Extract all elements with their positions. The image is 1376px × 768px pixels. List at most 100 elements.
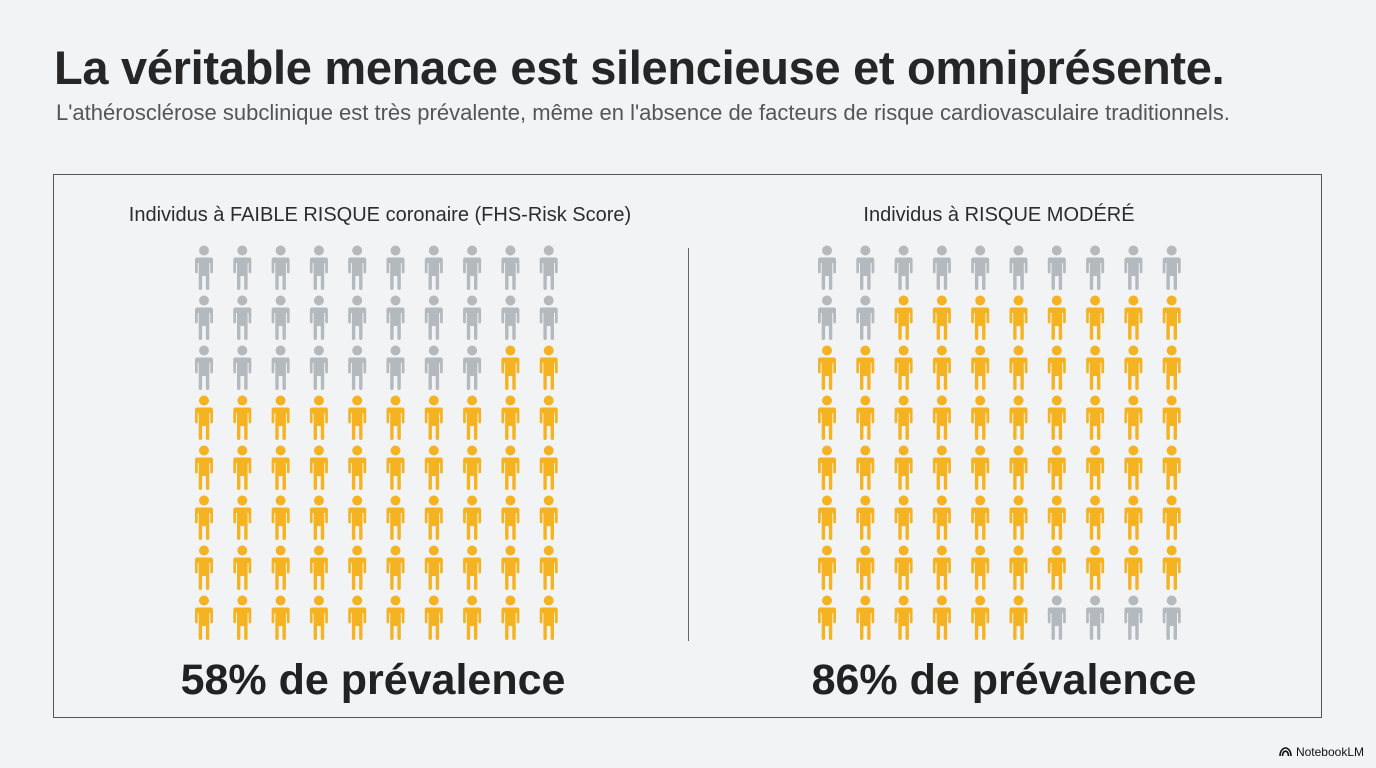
- person-icon-affected: [856, 545, 875, 590]
- person-icon-affected: [971, 345, 990, 390]
- person-icon-affected: [894, 545, 913, 590]
- person-icon-affected: [501, 345, 520, 390]
- person-icon-affected: [348, 395, 367, 440]
- person-icon-unaffected: [1124, 245, 1143, 290]
- person-icon-affected: [932, 445, 951, 490]
- person-icon-unaffected: [386, 245, 405, 290]
- person-icon-unaffected: [463, 245, 482, 290]
- person-icon-affected: [856, 495, 875, 540]
- person-icon-unaffected: [1086, 595, 1105, 640]
- person-icon-affected: [271, 495, 290, 540]
- person-icon-unaffected: [1162, 245, 1181, 290]
- person-icon-affected: [1124, 345, 1143, 390]
- person-icon-affected: [386, 395, 405, 440]
- person-icon-unaffected: [233, 295, 252, 340]
- person-icon-unaffected: [818, 295, 836, 340]
- person-icon-affected: [1009, 445, 1028, 490]
- person-icon-unaffected: [463, 295, 482, 340]
- person-icon-affected: [424, 395, 443, 440]
- person-icon-affected: [932, 545, 951, 590]
- person-icon-affected: [386, 595, 405, 640]
- person-icon-affected: [818, 395, 836, 440]
- person-icon-affected: [1009, 545, 1028, 590]
- person-icon-unaffected: [424, 345, 443, 390]
- person-icon-unaffected: [309, 295, 328, 340]
- person-icon-affected: [1086, 395, 1105, 440]
- person-icon-unaffected: [501, 245, 520, 290]
- person-icon-affected: [271, 545, 290, 590]
- person-icon-affected: [539, 395, 558, 440]
- person-icon-affected: [856, 395, 875, 440]
- person-icon-unaffected: [309, 245, 328, 290]
- person-icon-affected: [1047, 395, 1066, 440]
- person-icon-affected: [501, 395, 520, 440]
- person-icon-affected: [348, 445, 367, 490]
- person-icon-affected: [894, 595, 913, 640]
- person-icon-affected: [1162, 345, 1181, 390]
- person-icon-unaffected: [424, 295, 443, 340]
- person-icon-unaffected: [1047, 595, 1066, 640]
- moderate-risk-chart-label: Individus à RISQUE MODÉRÉ: [863, 204, 1135, 226]
- person-icon-affected: [1124, 295, 1143, 340]
- moderate-risk-prevalence: 86% de prévalence: [811, 656, 1197, 704]
- low-risk-pictogram: [195, 245, 558, 640]
- person-icon-affected: [1086, 345, 1105, 390]
- person-icon-affected: [424, 445, 443, 490]
- person-icon-affected: [856, 595, 875, 640]
- person-icon-affected: [386, 445, 405, 490]
- person-icon-affected: [894, 445, 913, 490]
- person-icon-affected: [818, 545, 836, 590]
- person-icon-affected: [195, 545, 213, 590]
- person-icon-unaffected: [424, 245, 443, 290]
- person-icon-unaffected: [856, 295, 875, 340]
- person-icon-unaffected: [463, 345, 482, 390]
- person-icon-affected: [1086, 295, 1105, 340]
- person-icon-unaffected: [233, 245, 252, 290]
- person-icon-affected: [195, 595, 213, 640]
- person-icon-affected: [424, 595, 443, 640]
- person-icon-affected: [1162, 295, 1181, 340]
- person-icon-affected: [1086, 445, 1105, 490]
- person-icon-unaffected: [271, 295, 290, 340]
- person-icon-affected: [233, 495, 252, 540]
- person-icon-affected: [424, 545, 443, 590]
- page-title: La véritable menace est silencieuse et o…: [54, 41, 1225, 94]
- person-icon-unaffected: [856, 245, 875, 290]
- person-icon-affected: [1162, 545, 1181, 590]
- person-icon-unaffected: [1124, 595, 1143, 640]
- person-icon-affected: [233, 445, 252, 490]
- person-icon-affected: [309, 495, 328, 540]
- person-icon-affected: [856, 445, 875, 490]
- person-icon-affected: [818, 345, 836, 390]
- person-icon-affected: [501, 545, 520, 590]
- panel-divider: [688, 248, 689, 641]
- person-icon-affected: [386, 545, 405, 590]
- low-risk-chart-label: Individus à FAIBLE RISQUE coronaire (FHS…: [128, 204, 632, 226]
- person-icon-affected: [386, 495, 405, 540]
- person-icon-affected: [1086, 545, 1105, 590]
- person-icon-affected: [932, 295, 951, 340]
- person-icon-affected: [932, 595, 951, 640]
- person-icon-affected: [501, 445, 520, 490]
- person-icon-affected: [818, 445, 836, 490]
- person-icon-unaffected: [271, 345, 290, 390]
- person-icon-affected: [1047, 545, 1066, 590]
- person-icon-affected: [1047, 445, 1066, 490]
- brand-name: NotebookLM: [1295, 745, 1364, 759]
- person-icon-unaffected: [195, 245, 213, 290]
- person-icon-affected: [932, 345, 951, 390]
- person-icon-affected: [348, 595, 367, 640]
- person-icon-affected: [1124, 545, 1143, 590]
- chart-panel: [53, 174, 1322, 718]
- person-icon-affected: [1162, 395, 1181, 440]
- person-icon-affected: [463, 395, 482, 440]
- person-icon-affected: [501, 495, 520, 540]
- person-icon-unaffected: [348, 295, 367, 340]
- person-icon-unaffected: [501, 295, 520, 340]
- person-icon-affected: [1009, 295, 1028, 340]
- page-subtitle: L'athérosclérose subclinique est très pr…: [56, 100, 1230, 125]
- person-icon-unaffected: [1086, 245, 1105, 290]
- person-icon-affected: [539, 495, 558, 540]
- person-icon-affected: [971, 495, 990, 540]
- person-icon-affected: [1009, 495, 1028, 540]
